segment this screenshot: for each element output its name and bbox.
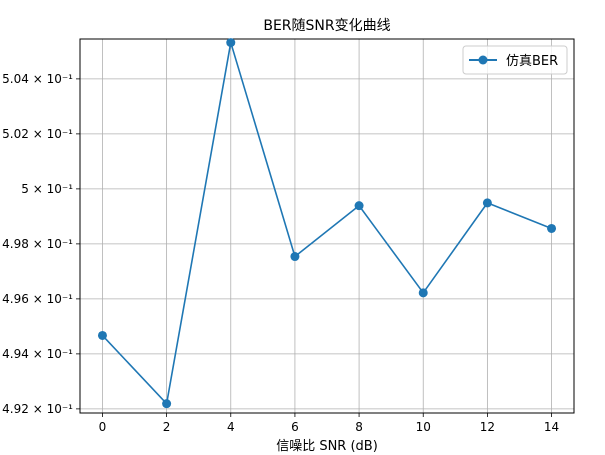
y-tick-label: 4.96 × 10⁻¹ <box>2 292 73 306</box>
grid <box>80 39 574 413</box>
legend-marker-swatch <box>478 55 488 65</box>
plot-area <box>79 38 575 414</box>
data-point <box>482 198 492 208</box>
y-tick-label: 5 × 10⁻¹ <box>21 182 73 196</box>
series-line <box>101 42 552 406</box>
legend-box <box>462 45 568 75</box>
y-tick-label: 4.98 × 10⁻¹ <box>2 237 73 251</box>
data-point <box>290 252 300 262</box>
x-tick-label: 14 <box>544 420 559 434</box>
data-point <box>354 201 364 211</box>
data-point <box>418 288 428 298</box>
x-tick-label: 10 <box>416 420 431 434</box>
legend: 仿真BER <box>462 45 568 75</box>
x-tick-label: 12 <box>480 420 495 434</box>
series <box>97 38 557 409</box>
data-point <box>226 38 236 48</box>
y-tick-label: 4.94 × 10⁻¹ <box>2 347 73 361</box>
y-tick-label: 4.92 × 10⁻¹ <box>2 402 73 416</box>
chart-title: BER随SNR变化曲线 <box>263 18 390 34</box>
x-axis-label: 信噪比 SNR (dB) <box>276 439 378 454</box>
legend-entry-label: 仿真BER <box>506 54 558 69</box>
x-tick-label: 6 <box>291 420 299 434</box>
y-tick-label: 5.02 × 10⁻¹ <box>2 127 73 141</box>
y-axis: 4.92 × 10⁻¹ 4.94 × 10⁻¹ 4.96 × 10⁻¹ 4.98 × … <box>2 72 80 416</box>
x-tick-label: 4 <box>227 420 235 434</box>
x-tick-label: 0 <box>99 420 107 434</box>
data-point <box>162 399 172 409</box>
x-tick-label: 2 <box>163 420 171 434</box>
x-tick-label: 8 <box>355 420 363 434</box>
x-axis: 0 2 4 6 8 10 12 14 <box>99 413 559 434</box>
data-point <box>97 330 107 340</box>
y-tick-label: 5.04 × 10⁻¹ <box>2 72 73 86</box>
data-point <box>547 223 557 233</box>
